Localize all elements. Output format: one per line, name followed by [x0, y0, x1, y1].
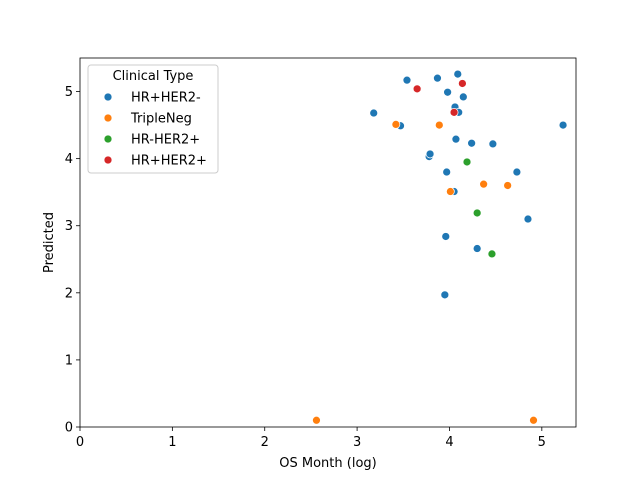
data-point — [453, 69, 463, 79]
x-tick-label: 5 — [538, 435, 546, 450]
axes-frame — [79, 57, 577, 428]
data-point — [369, 108, 379, 118]
data-point — [312, 415, 321, 425]
y-tick-label: 3 — [65, 219, 73, 234]
data-point — [425, 149, 435, 159]
data-point — [434, 120, 444, 130]
data-point — [529, 415, 538, 425]
data-point — [558, 120, 568, 130]
data-point — [458, 79, 467, 88]
data-point — [391, 120, 401, 129]
data-point — [523, 214, 533, 224]
data-point — [446, 187, 455, 196]
data-point — [458, 92, 468, 102]
y-tick-label: 2 — [65, 286, 73, 301]
data-point — [512, 167, 522, 177]
x-tick-label: 2 — [261, 435, 269, 450]
x-tick-label: 0 — [76, 435, 84, 450]
x-tick-label: 3 — [353, 435, 361, 450]
x-axis-label: OS Month (log) — [279, 456, 376, 471]
data-point — [402, 75, 412, 85]
data-point — [449, 107, 459, 117]
y-tick-label: 5 — [65, 85, 73, 100]
data-point — [441, 232, 451, 241]
legend-label: HR-HER2+ — [131, 133, 200, 148]
points-layer — [312, 69, 568, 425]
legend-label: TripleNeg — [130, 112, 192, 127]
data-point — [467, 138, 477, 148]
data-point — [472, 244, 482, 253]
data-point — [479, 179, 489, 189]
legend-label: HR+HER2+ — [131, 154, 207, 169]
y-tick-label: 4 — [65, 152, 73, 167]
data-point — [440, 290, 450, 300]
legend: Clinical Type HR+HER2-TripleNegHR-HER2+H… — [87, 64, 219, 174]
data-point — [433, 73, 442, 83]
legend-title: Clinical Type — [113, 69, 194, 84]
legend-marker — [103, 113, 113, 123]
legend-box — [87, 64, 219, 174]
data-point — [503, 181, 513, 190]
data-point — [443, 87, 452, 97]
x-tick-label: 4 — [445, 435, 453, 450]
y-tick-label: 1 — [65, 353, 73, 368]
data-point — [451, 134, 461, 144]
data-point — [488, 139, 498, 149]
x-axis-ticks: 0 1 2 3 4 5 — [76, 427, 546, 450]
x-tick-label: 1 — [168, 435, 176, 450]
legend-items: HR+HER2- TripleNeg HR-HER2+ HR+HER2+ — [103, 91, 207, 169]
y-axis-ticks: 0 1 2 3 4 5 — [65, 85, 80, 436]
legend-marker — [103, 155, 113, 165]
data-point — [442, 167, 452, 177]
data-point — [412, 84, 422, 94]
y-tick-label: 0 — [65, 421, 73, 436]
legend-marker — [103, 134, 113, 144]
data-point — [472, 208, 482, 218]
legend-marker — [103, 92, 113, 102]
legend-label: HR+HER2- — [131, 91, 201, 106]
data-point — [487, 249, 497, 259]
data-point — [462, 157, 472, 167]
y-axis-label: Predicted — [42, 212, 57, 273]
